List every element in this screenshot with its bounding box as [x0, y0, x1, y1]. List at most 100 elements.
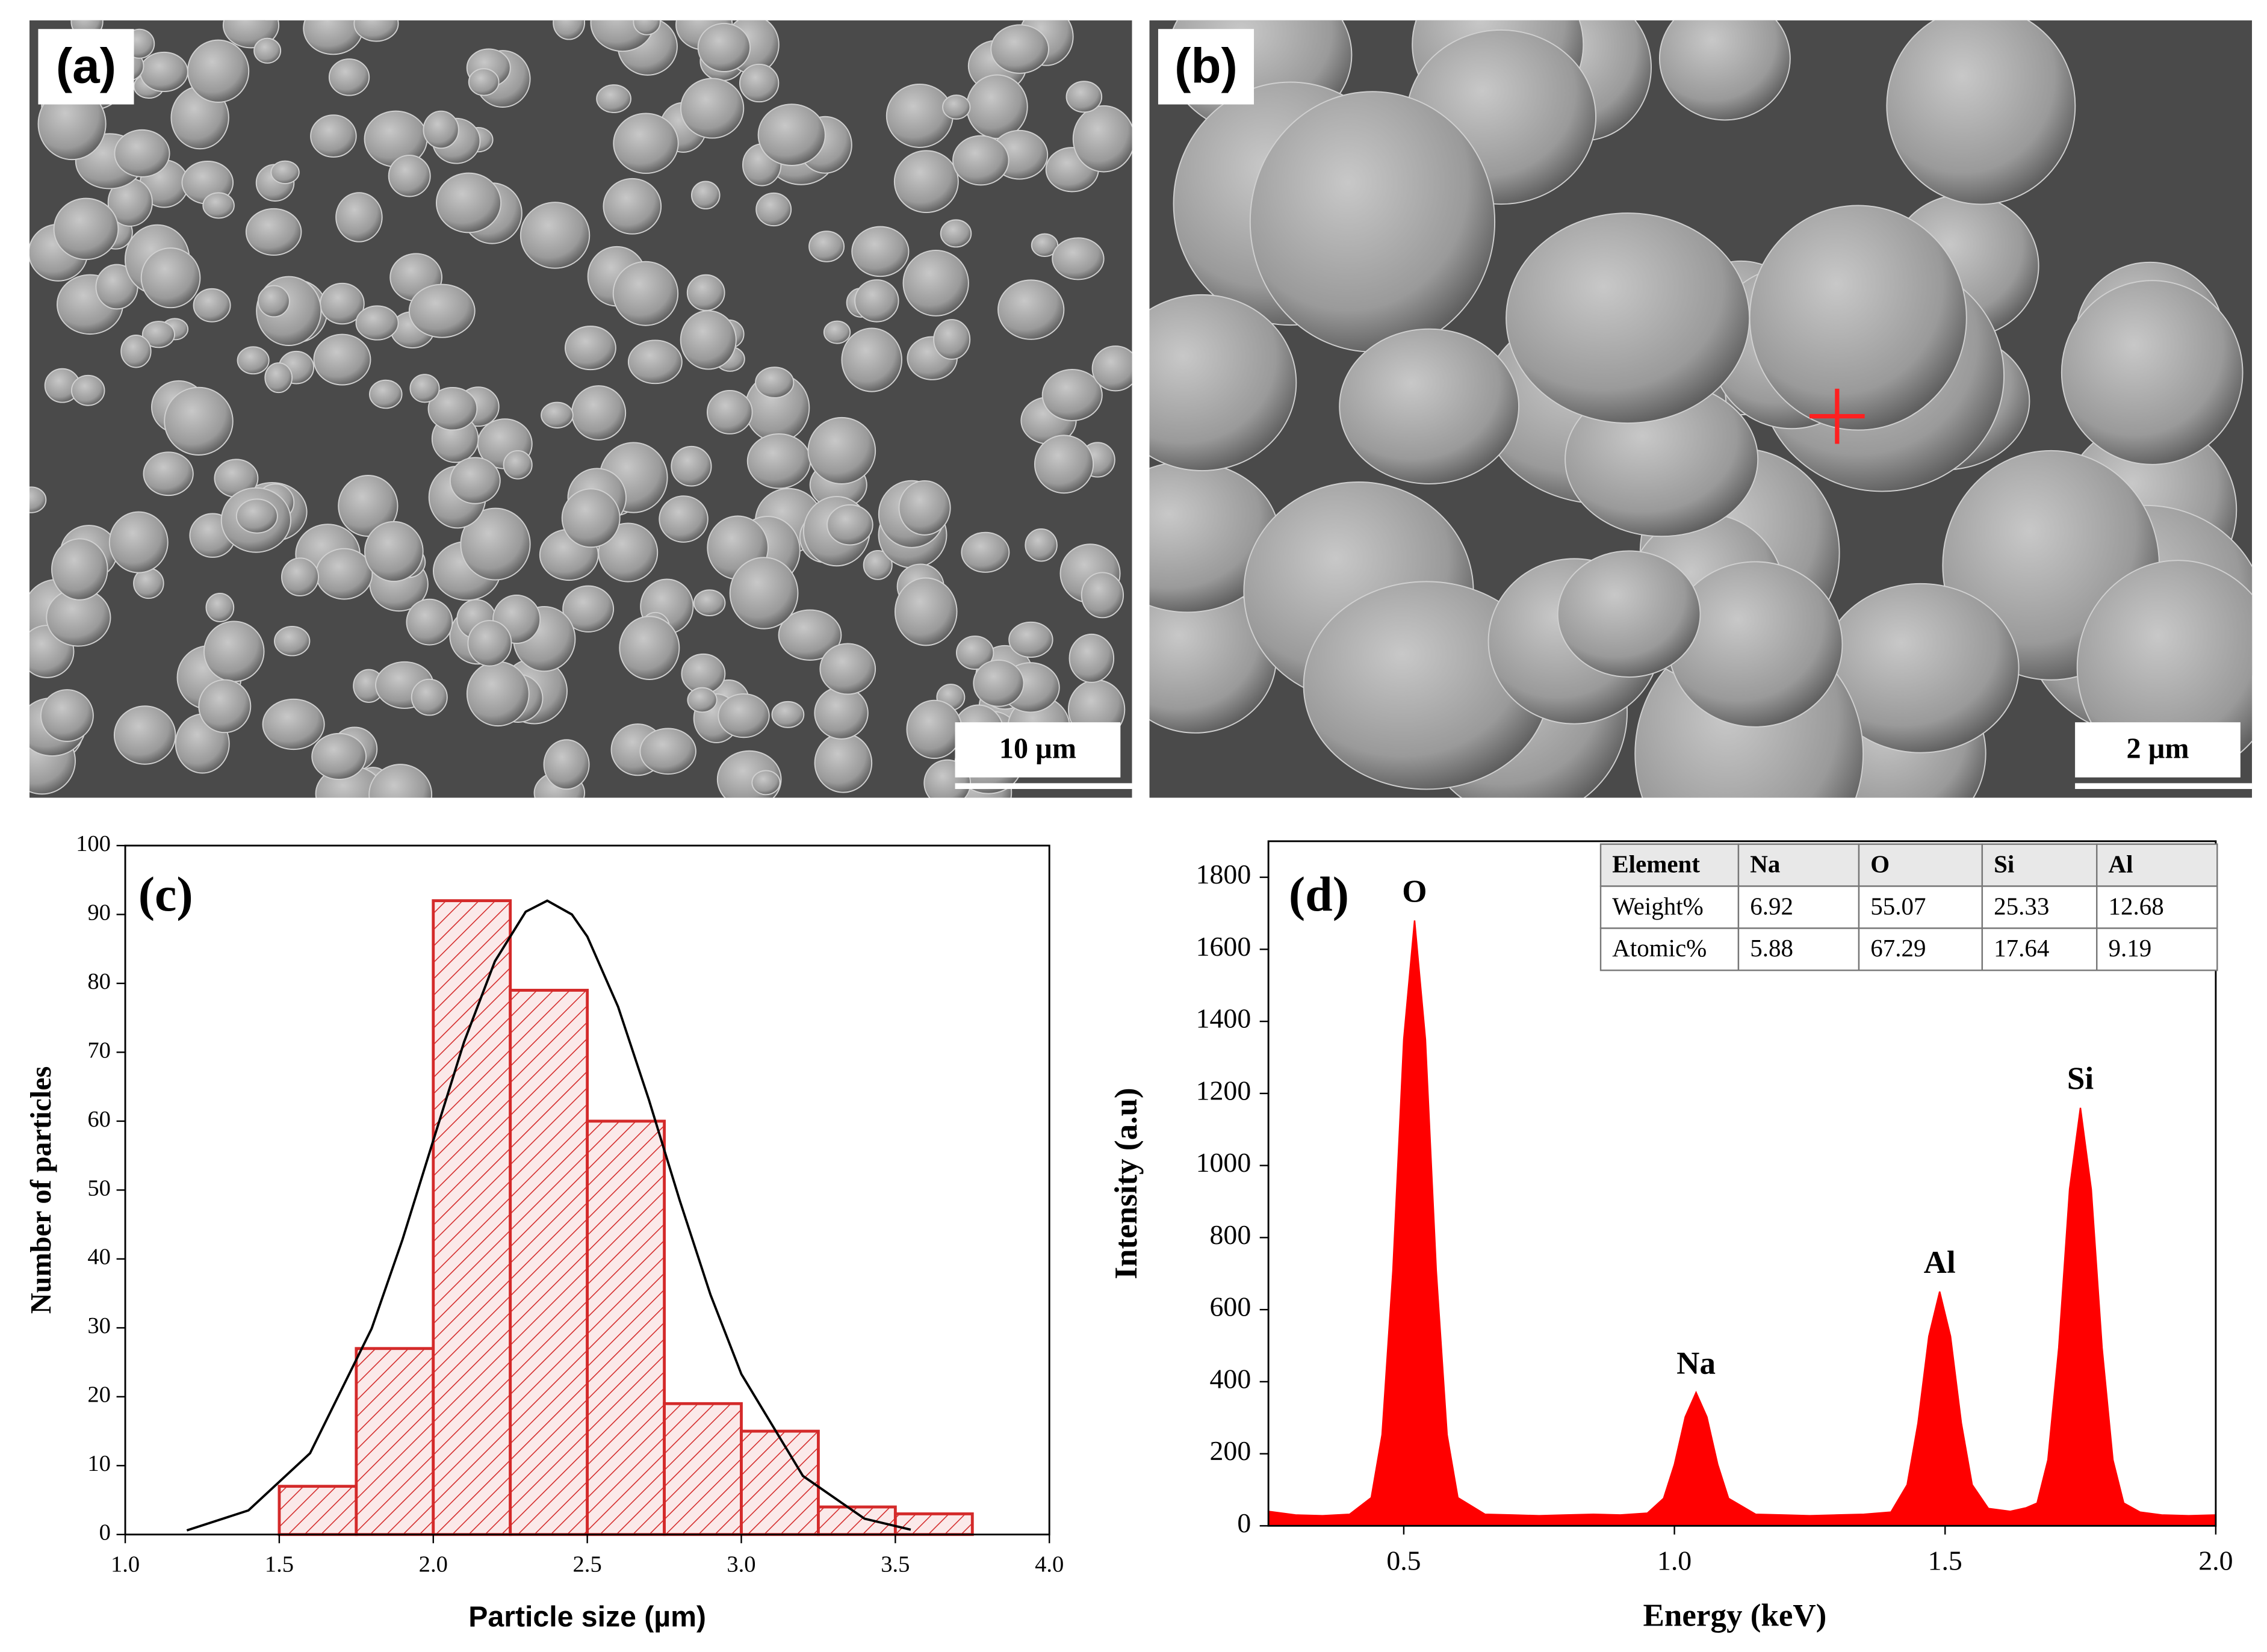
x-tick-label: 2.0	[2198, 1545, 2233, 1576]
particle	[933, 319, 971, 360]
y-tick-label: 100	[76, 831, 111, 856]
table-cell	[1599, 927, 1740, 971]
particle	[1506, 212, 1751, 424]
table-header: Al	[2109, 850, 2133, 877]
x-tick-label: 4.0	[1035, 1552, 1064, 1577]
y-axis-label: Intensity (a.u)	[1109, 1088, 1144, 1279]
particle	[854, 279, 899, 323]
particle	[841, 327, 902, 392]
table-value: Weight%	[1612, 892, 1703, 920]
x-tick-label: 3.0	[727, 1552, 755, 1577]
particle	[406, 598, 453, 646]
table-cell	[1981, 927, 2098, 971]
particle	[942, 94, 971, 120]
particle	[751, 770, 781, 796]
particle	[612, 261, 679, 326]
particle	[409, 374, 440, 403]
particle	[460, 507, 531, 581]
particle	[203, 620, 265, 682]
x-axis-label: Particle size (µm)	[468, 1600, 706, 1633]
table-cell	[2096, 885, 2218, 929]
spot-marker	[1810, 388, 1865, 444]
particle	[778, 609, 842, 661]
x-axis-label: Energy (keV)	[1643, 1598, 1827, 1633]
particle	[956, 636, 994, 670]
particle	[1149, 294, 1297, 471]
x-tick-label: 2.0	[419, 1552, 448, 1577]
label-box	[38, 29, 134, 105]
y-tick-label: 20	[87, 1382, 111, 1408]
particle	[245, 208, 302, 256]
particle	[423, 110, 459, 149]
y-tick-label: 0	[99, 1520, 111, 1545]
particle	[680, 78, 745, 139]
y-tick-label: 30	[87, 1313, 111, 1338]
particle	[2061, 280, 2244, 465]
particle	[310, 114, 357, 158]
particle	[693, 589, 726, 617]
y-tick-label: 80	[87, 969, 111, 994]
panel-label: (b)	[1174, 39, 1238, 93]
table-cell	[1981, 885, 2098, 929]
particle	[613, 113, 679, 174]
scale-bar-label: 2 µm	[2126, 732, 2189, 764]
x-tick-label: 1.0	[1657, 1545, 1692, 1576]
particle	[885, 83, 954, 148]
particle	[739, 63, 780, 103]
particle	[1886, 20, 2076, 205]
particle	[519, 202, 591, 269]
particle	[1008, 621, 1053, 658]
bar	[586, 1119, 666, 1536]
y-tick-label: 10	[87, 1451, 111, 1476]
y-tick-label: 90	[87, 900, 111, 925]
plot-frame	[1267, 840, 2217, 1527]
particle	[427, 386, 478, 431]
y-tick-label: 600	[1210, 1292, 1251, 1322]
particle	[311, 732, 367, 781]
particle	[467, 620, 512, 667]
table-header: Element	[1612, 850, 1700, 877]
particle	[823, 320, 851, 344]
particle	[686, 274, 725, 311]
table-value: 25.33	[1994, 892, 2049, 920]
table-value: 12.68	[2109, 892, 2164, 920]
particle	[1081, 572, 1124, 619]
particle	[388, 155, 431, 197]
scale-box	[955, 722, 1121, 778]
particle	[1041, 369, 1103, 421]
particle	[303, 20, 364, 55]
particle	[1749, 205, 1967, 431]
particle	[364, 521, 424, 582]
sem-image-b: (b) 2 µm	[1149, 20, 2253, 798]
fit-curve	[186, 899, 911, 1532]
y-tick-label: 1800	[1196, 859, 1251, 889]
particle	[40, 689, 94, 742]
histogram-panel: 1.0 1.5 2.0 2.5 3.0 3.5 4.0 0 10 20 30 40 50 60 70 80 90…	[25, 831, 1064, 1633]
y-tick-label: 50	[87, 1175, 111, 1201]
particle	[120, 335, 152, 368]
particle	[851, 226, 910, 277]
panel-label: (a)	[56, 39, 116, 93]
particle	[814, 732, 873, 793]
y-axis-label: Number of particles	[25, 1066, 57, 1314]
particle	[1068, 633, 1115, 683]
table-header: Na	[1750, 850, 1780, 877]
particle	[435, 172, 502, 234]
particle	[961, 531, 1010, 573]
x-tick-label: 0.5	[1386, 1545, 1421, 1576]
particle	[863, 550, 893, 580]
particle	[814, 686, 869, 740]
particle	[1249, 91, 1496, 353]
y-tick-label: 0	[1237, 1508, 1251, 1538]
particle	[139, 51, 188, 92]
bar	[278, 1485, 358, 1536]
y-tick-label: 60	[87, 1107, 111, 1132]
peak-label: Na	[1676, 1346, 1716, 1381]
particle	[235, 498, 278, 534]
peak-label: O	[1402, 874, 1427, 909]
particle	[603, 178, 662, 235]
table-value: Atomic%	[1612, 934, 1707, 962]
table-cell	[2096, 927, 2218, 971]
bar	[663, 1402, 743, 1536]
